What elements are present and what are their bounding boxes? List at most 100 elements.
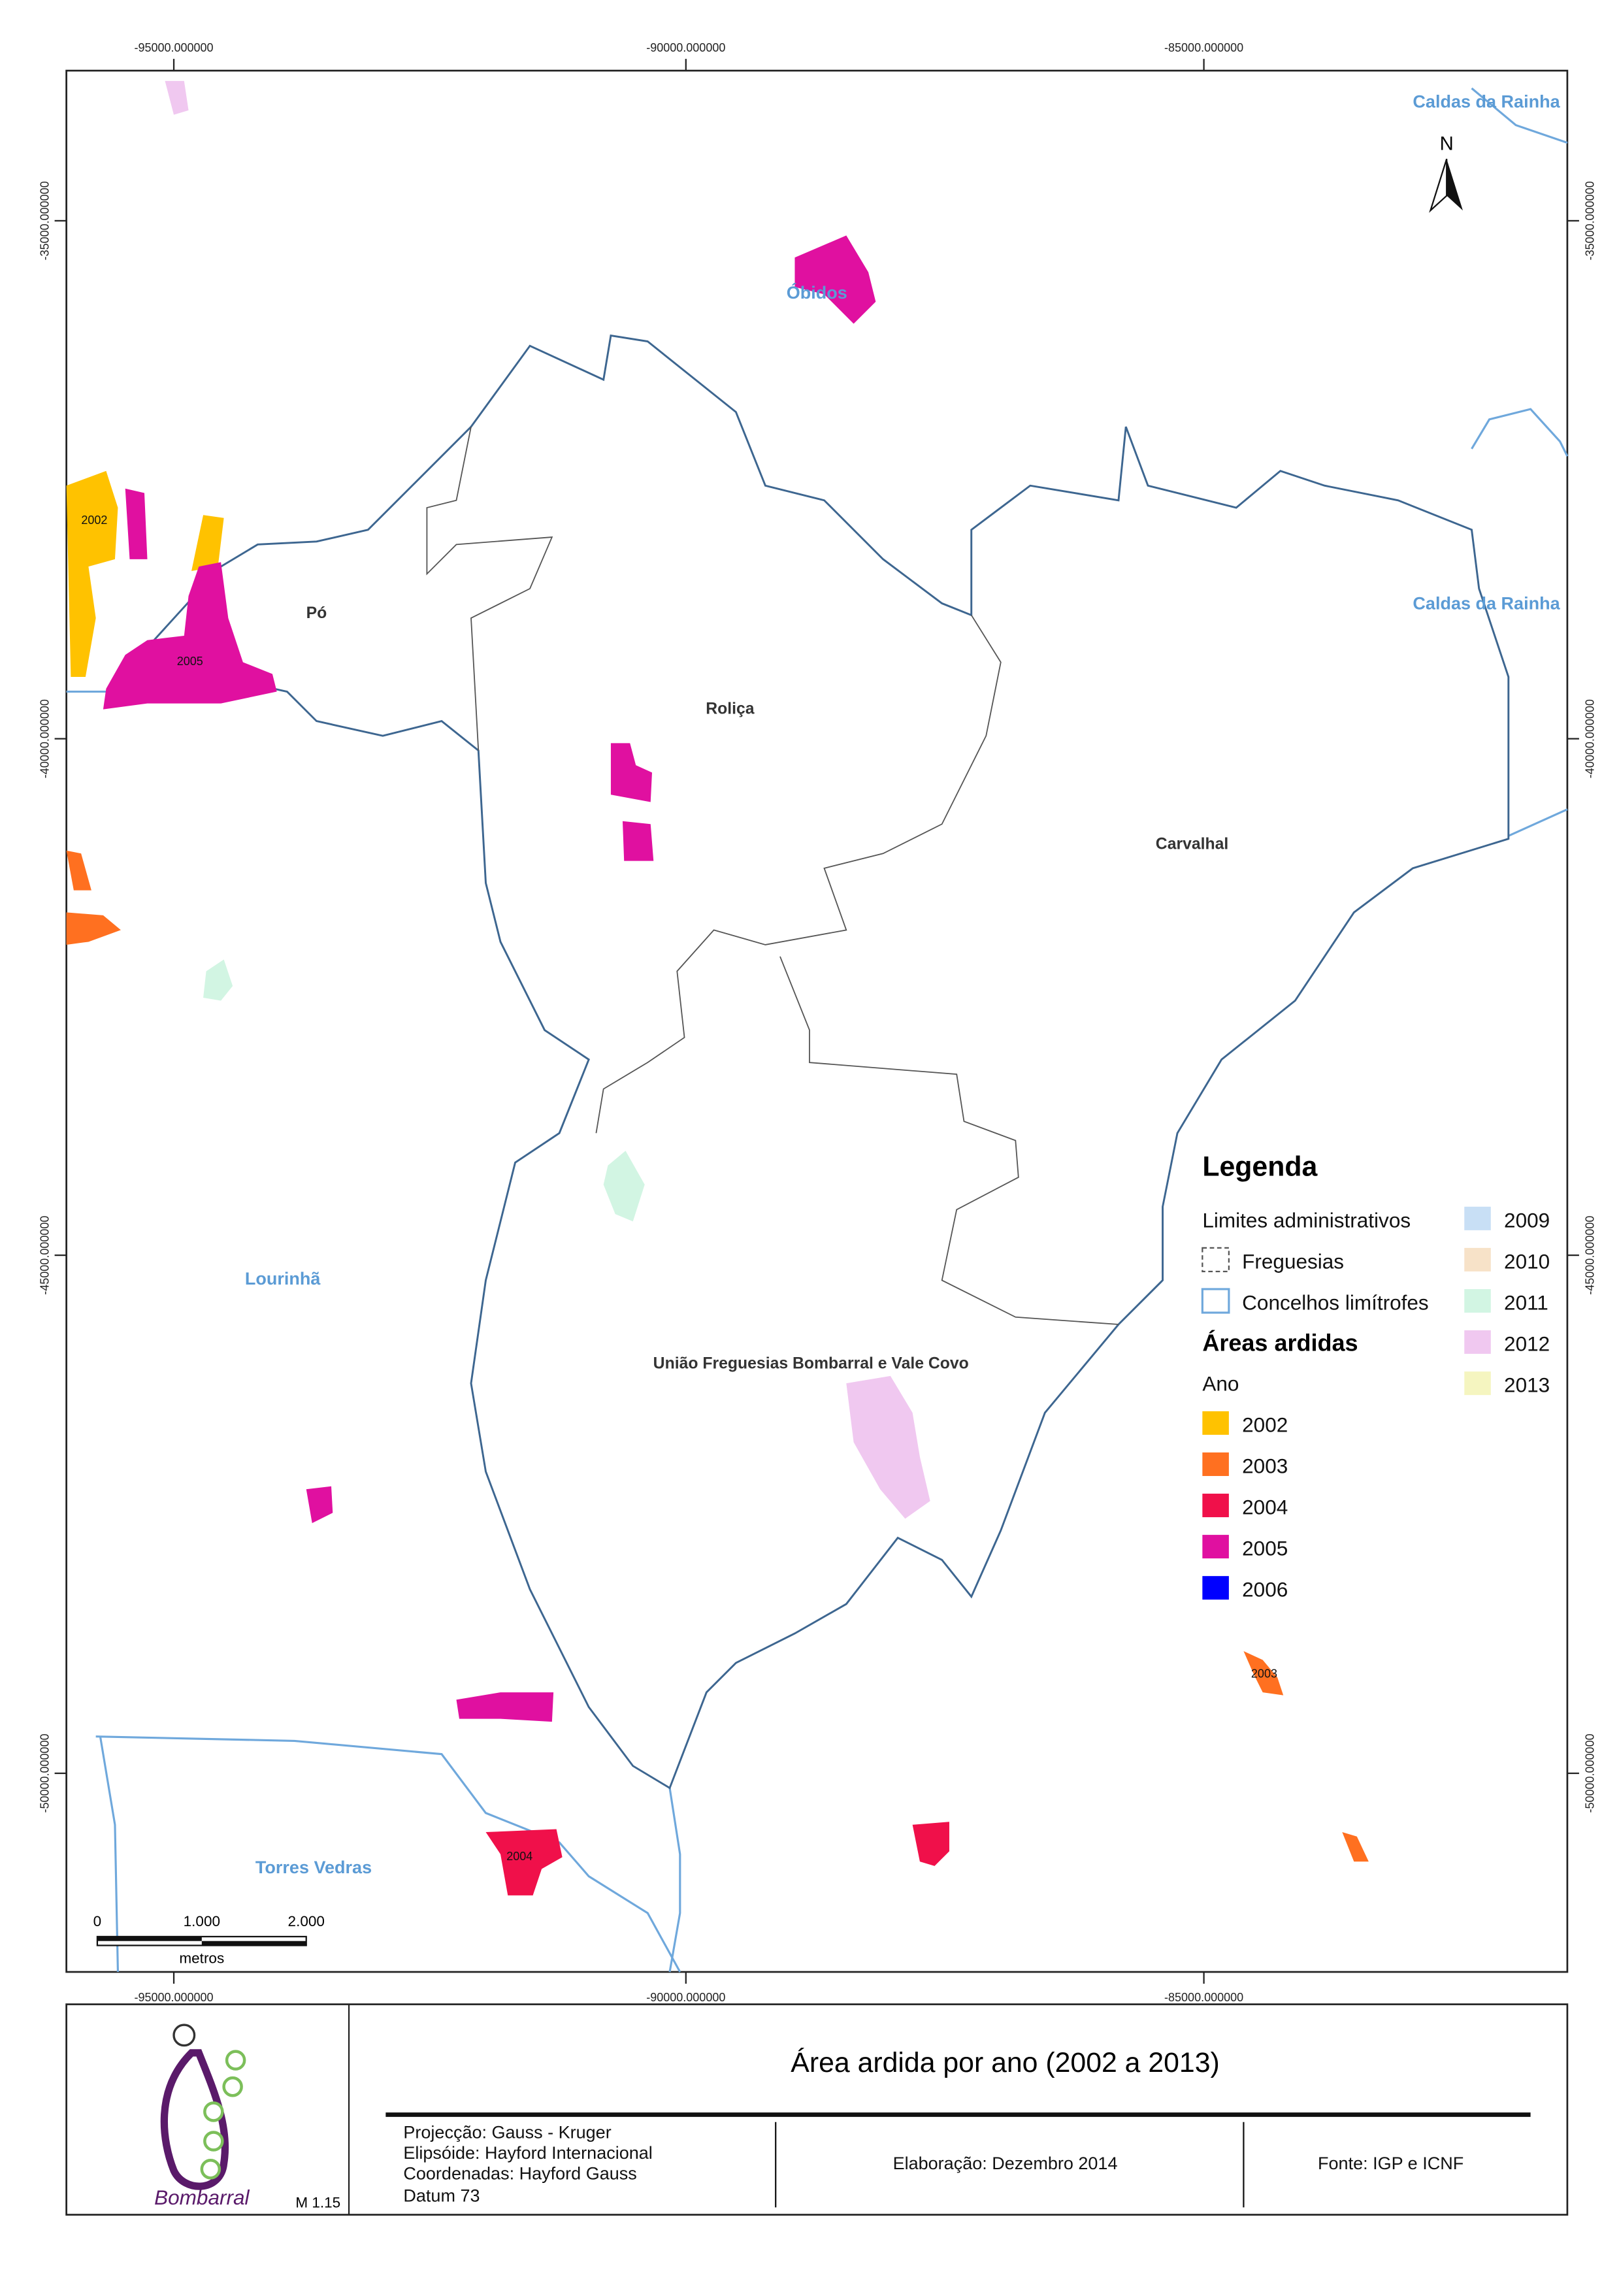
logo: Bombarral [154,2024,250,2209]
x-coord-label: -95000.000000 [134,41,213,54]
logo-dot [225,2050,246,2071]
scale-tick: 0 [93,1913,102,1929]
y-coord-label: -45000.000000 [1583,1216,1596,1295]
legend-label: 2004 [1242,1496,1288,1519]
scale-unit: metros [179,1950,224,1966]
legend-swatch [1464,1247,1491,1271]
logo-dot [203,2101,224,2122]
y-coord-label: -50000.000000 [39,1733,52,1812]
projection-line: Elipsóide: Hayford Internacional [403,2143,652,2163]
boundary [1471,408,1569,457]
burn-2002 [191,515,224,571]
burn-2005 [306,1486,333,1524]
municipality-boundaries [66,87,1569,1973]
fire-label: 2004 [506,1850,532,1863]
x-coord-label: -90000.000000 [646,1991,725,2004]
legend-swatch [1464,1288,1491,1313]
place-label: Roliça [706,700,755,717]
logo-mark [172,2024,196,2047]
boundary [668,1788,681,1973]
scale-segment [97,1936,202,1941]
legend-label: 2006 [1242,1578,1288,1601]
legend-label: Ano [1202,1371,1239,1395]
projection-line: Datum 73 [403,2186,480,2205]
logo-text: Bombarral [154,2186,250,2209]
logo-dot [203,2131,224,2152]
legend-label: 2009 [1504,1208,1550,1232]
burn-2005 [103,562,277,710]
place-label: Óbidos [787,282,847,303]
x-coord-label: -95000.000000 [134,1991,213,2004]
parish-line [779,956,1119,1325]
x-coord-label: -85000.000000 [1164,41,1243,54]
burn-2004 [485,1829,563,1895]
scale-tick: 1.000 [184,1913,220,1929]
burn-2005 [622,821,654,861]
burn-2011 [203,959,233,1001]
burned-areas [66,80,1369,1895]
burn-2003 [1243,1651,1284,1696]
place-label: Carvalhal [1156,836,1229,853]
legend-swatch [1464,1371,1491,1396]
burn-2011 [603,1151,645,1222]
burn-2012 [165,80,189,115]
boundary [1508,808,1568,837]
legend-swatch [1464,1206,1491,1230]
burn-2003 [1342,1832,1369,1862]
legend: Legenda Limites administrativos Freguesi… [1201,1151,1550,1601]
burn-2005 [610,743,653,802]
y-coord-label: -35000.000000 [39,181,52,260]
boundary [99,1736,120,1973]
place-label: União Freguesias Bombarral e Vale Covo [653,1355,969,1373]
legend-label: 2013 [1504,1373,1550,1397]
burn-2002 [66,470,118,678]
legend-swatch [1201,1288,1230,1314]
scale-tick: 2.000 [288,1913,325,1929]
arrow-half [1447,159,1463,211]
place-label: Caldas da Rainha [1413,91,1560,111]
legend-title: Legenda [1202,1151,1318,1183]
place-label: Lourinhã [245,1269,321,1288]
fire-label: 2003 [1251,1667,1277,1681]
legend-label: Freguesias [1242,1249,1344,1273]
legend-swatch [1202,1247,1230,1273]
north-label: N [1440,134,1454,155]
scale-segment [201,1941,306,1946]
legend-label: 2003 [1242,1454,1288,1477]
boundary [95,1735,681,1973]
boundary [1471,87,1568,144]
projection-line: Coordenadas: Hayford Gauss [403,2164,636,2184]
legend-label: Concelhos limítrofes [1242,1290,1429,1314]
fire-label: 2002 [81,514,107,527]
legend-heading: Áreas ardidas [1202,1330,1358,1356]
parish-line [426,426,553,751]
burn-2003 [66,850,121,945]
title-block: Bombarral M 1.15 Área ardida por ano (20… [65,2003,1569,2216]
legend-swatch [1464,1330,1491,1354]
legend-label: 2012 [1504,1332,1550,1356]
place-label: Pó [306,604,327,622]
scale-bar: 0 1.000 2.000 metros [93,1913,325,1966]
legend-swatch [1202,1576,1229,1600]
fire-label: 2005 [177,655,203,668]
legend-label: 2005 [1242,1537,1288,1560]
y-coord-label: -40000.000000 [39,699,52,778]
legend-label: 2011 [1504,1290,1548,1314]
y-coord-label: -45000.000000 [39,1216,52,1295]
version: M 1.15 [295,2194,340,2210]
legend-label: 2010 [1504,1249,1550,1273]
legend-heading: Limites administrativos [1202,1208,1411,1232]
legend-label: 2002 [1242,1413,1288,1436]
title-frame [65,2003,1569,2216]
logo-pear [160,2049,229,2190]
place-label: Torres Vedras [255,1858,372,1877]
logo-dot [222,2076,243,2097]
burn-2005 [794,235,876,324]
y-coord-label: -40000.000000 [1583,699,1596,778]
legend-swatch [1202,1411,1229,1435]
parish-line [595,614,1002,1134]
municipality-outline [146,334,1510,1790]
elaboration: Elaboração: Dezembro 2014 [893,2154,1118,2173]
